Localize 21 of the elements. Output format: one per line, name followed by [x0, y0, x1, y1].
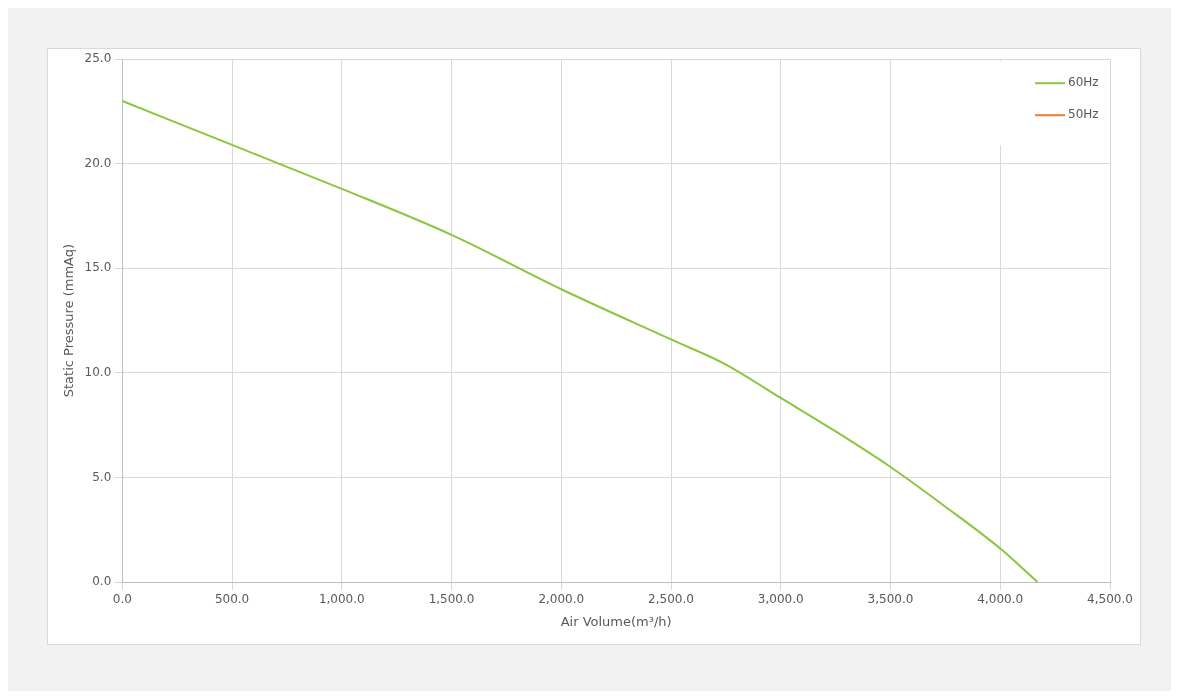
legend-label: 60Hz: [1068, 75, 1099, 90]
x-tick-label: 3,500.0: [867, 592, 914, 607]
legend-label: 50Hz: [1068, 107, 1099, 122]
x-tick-label: 4,500.0: [1087, 592, 1133, 607]
y-tick-label: 15.0: [84, 260, 112, 275]
y-tick-label: 10.0: [84, 365, 112, 380]
x-tick-label: 500.0: [214, 592, 250, 607]
y-tick-label: 25.0: [84, 51, 112, 66]
line-series: [122, 100, 1039, 582]
y-tick-label: 5.0: [92, 469, 112, 484]
x-tick-label: 2,000.0: [538, 592, 585, 607]
y-tick-label: 0.0: [92, 574, 112, 589]
x-axis-title: Air Volume(m³/h): [560, 613, 672, 629]
x-tick-label: 1,500.0: [428, 592, 475, 607]
y-tick-label: 20.0: [84, 155, 112, 170]
x-tick-label: 3,000.0: [757, 592, 804, 607]
y-axis-title: Static Pressure (mmAq): [61, 243, 77, 398]
x-tick-label: 0.0: [112, 592, 132, 607]
x-tick-label: 2,500.0: [648, 592, 694, 607]
x-tick-label: 1,000.0: [318, 592, 365, 607]
x-tick-label: 4,000.0: [977, 592, 1024, 607]
